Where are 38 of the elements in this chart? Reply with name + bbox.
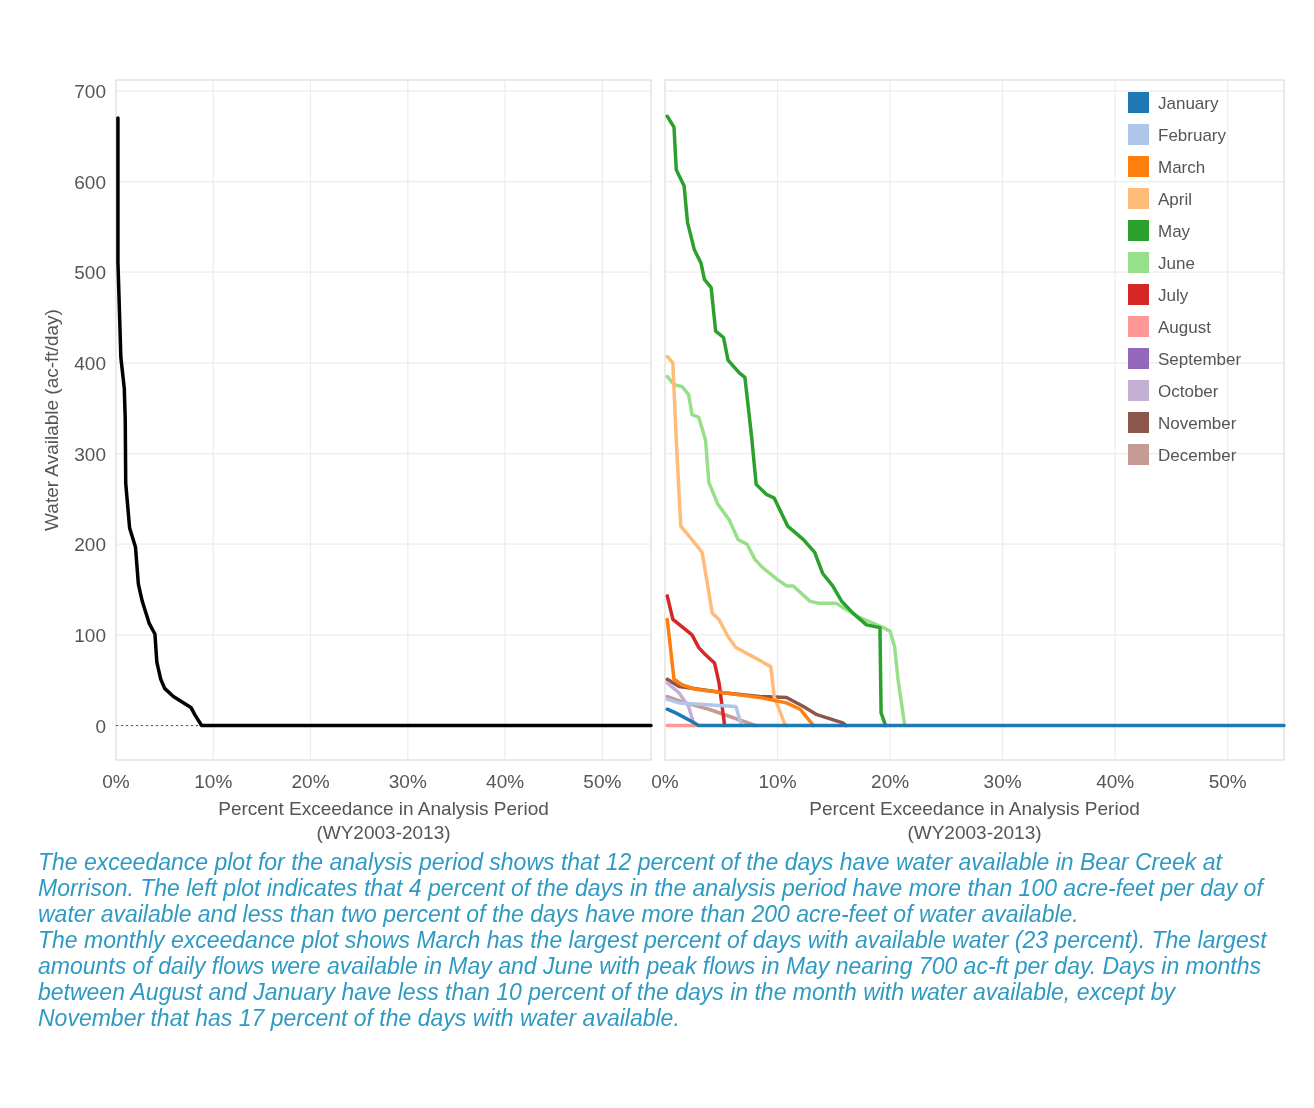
legend-label: October xyxy=(1158,382,1219,401)
text: The exceedance plot for the analysis period shows that 12 percent of the days have water available in Bear Creek at Morrison. The left plot indicates that 4 percent of the days in the analysis period have more than 100 acre-feet per day of water available and less than two percent of the days have more than 200 acre-feet of water available. xyxy=(38,849,1266,927)
text: The monthly exceedance plot shows March has the largest percent of days with available water (23 percent). The largest amounts of daily flows were available in May and June with peak flows in May nearing 700 ac-ft per day. Days in months between August and January have less than 10 percent of the days in the month with water available, except by November that has 17 percent of the days with water available. xyxy=(38,927,1269,1031)
legend-label: January xyxy=(1158,94,1219,113)
legend-label: July xyxy=(1158,286,1189,305)
x-axis-title: Percent Exceedance in Analysis Period (WY2003-2013) xyxy=(809,798,1140,843)
y-tick-label: 300 xyxy=(74,443,106,465)
x-tick-label: 40% xyxy=(486,771,525,792)
legend-label: December xyxy=(1158,446,1237,465)
x-tick-label: 50% xyxy=(1208,771,1247,792)
x-tick-label: 0% xyxy=(102,771,130,792)
x-tick-label: 30% xyxy=(388,771,427,792)
y-tick-label: 0 xyxy=(95,715,106,737)
legend-label: June xyxy=(1158,254,1195,273)
x-tick-label: 20% xyxy=(871,771,910,792)
legend-label: March xyxy=(1158,158,1206,177)
legend-label: May xyxy=(1158,222,1191,241)
legend-label: April xyxy=(1158,190,1193,209)
x-tick-label: 0% xyxy=(651,771,679,792)
y-tick-label: 100 xyxy=(74,624,106,646)
legend-label: November xyxy=(1158,414,1237,433)
x-axis-title: Percent Exceedance in Analysis Period (WY2003-2013) xyxy=(218,798,549,843)
y-tick-label: 700 xyxy=(74,80,106,102)
x-tick-label: 10% xyxy=(194,771,233,792)
legend-label: September xyxy=(1158,350,1242,369)
x-tick-label: 10% xyxy=(758,771,797,792)
x-tick-label: 40% xyxy=(1096,771,1135,792)
y-axis-title: Water Available (ac-ft/day) xyxy=(41,309,62,531)
x-tick-label: 20% xyxy=(291,771,330,792)
y-tick-label: 400 xyxy=(74,352,106,374)
y-tick-label: 500 xyxy=(74,262,106,284)
legend-label: February xyxy=(1158,126,1227,145)
legend-label: August xyxy=(1158,318,1212,337)
y-tick-label: 200 xyxy=(74,534,106,556)
line-series xyxy=(116,116,653,728)
y-tick-label: 600 xyxy=(74,171,106,193)
x-tick-label: 30% xyxy=(983,771,1022,792)
x-tick-label: 50% xyxy=(583,771,622,792)
